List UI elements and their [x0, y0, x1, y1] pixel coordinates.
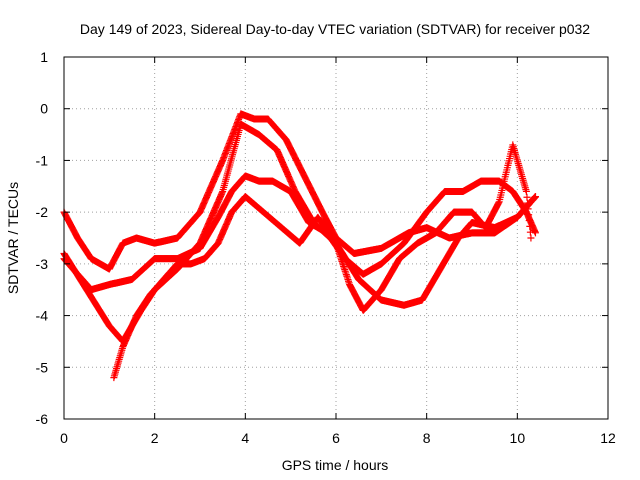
series-4	[110, 141, 535, 382]
data-point	[531, 229, 539, 237]
grid	[64, 57, 608, 419]
data-points-layer	[60, 110, 539, 382]
x-tick-label: 4	[241, 430, 249, 446]
y-tick-label: -2	[36, 204, 49, 220]
y-tick-label: 0	[40, 101, 48, 117]
y-tick-label: -1	[36, 152, 49, 168]
x-tick-label: 10	[510, 430, 526, 446]
x-axis: 0 2 4 6 8 10 12	[60, 57, 616, 446]
y-tick-label: -3	[36, 256, 49, 272]
x-tick-label: 12	[600, 430, 616, 446]
y-axis: -6 -5 -4 -3 -2 -1 0 1	[36, 49, 608, 427]
x-tick-label: 6	[332, 430, 340, 446]
series-1	[60, 110, 539, 273]
chart-title: Day 149 of 2023, Sidereal Day-to-day VTE…	[80, 21, 590, 37]
y-axis-label: SDTVAR / TECUs	[5, 182, 21, 294]
y-tick-label: -6	[36, 411, 49, 427]
data-point	[527, 234, 535, 242]
data-point	[531, 193, 539, 201]
y-tick-label: -4	[36, 308, 49, 324]
x-tick-label: 2	[151, 430, 159, 446]
x-axis-label: GPS time / hours	[282, 457, 389, 473]
y-tick-label: -5	[36, 359, 49, 375]
y-tick-label: 1	[40, 49, 48, 65]
x-tick-label: 8	[423, 430, 431, 446]
x-tick-label: 0	[60, 430, 68, 446]
